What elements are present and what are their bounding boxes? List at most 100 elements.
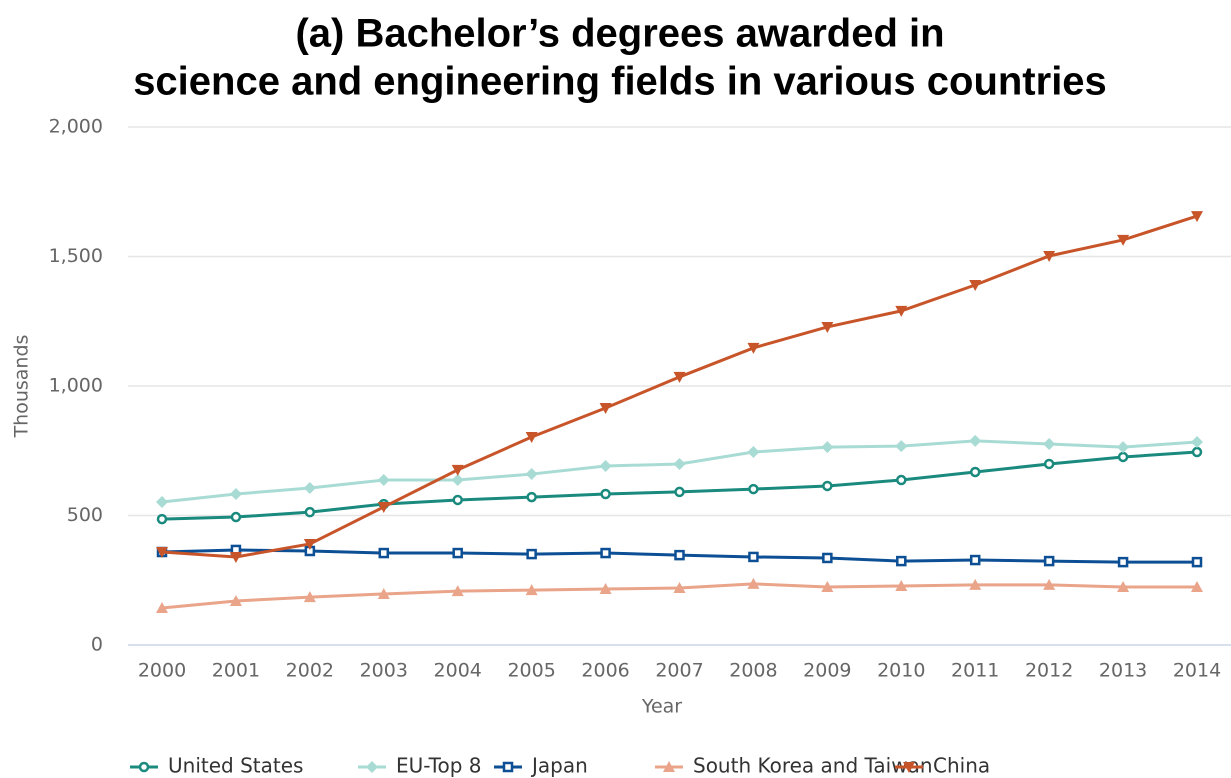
data-point [304, 506, 316, 518]
data-point [1191, 211, 1203, 223]
x-tick-label: 2013 [1099, 660, 1147, 682]
legend-marker [903, 762, 915, 773]
data-point [822, 480, 833, 492]
data-point [969, 279, 982, 291]
data-point [377, 474, 390, 487]
y-axis-label: Thousands [11, 335, 33, 439]
x-tick-label: 2009 [803, 660, 851, 682]
data-point [969, 434, 982, 447]
data-point [599, 403, 612, 415]
data-point [1117, 556, 1129, 568]
data-point [526, 548, 537, 560]
data-point [451, 464, 464, 476]
data-point [156, 496, 168, 509]
data-point [229, 488, 242, 501]
data-point [969, 578, 982, 590]
data-point [1043, 555, 1055, 567]
x-tick-label: 2011 [951, 660, 999, 682]
data-point [229, 551, 242, 563]
data-point [674, 549, 685, 561]
legend-marker [366, 761, 378, 773]
data-point [674, 486, 685, 498]
data-point [1191, 580, 1203, 592]
data-point [303, 591, 316, 603]
legend-label: China [933, 754, 990, 778]
x-tick-label: 2002 [286, 660, 334, 682]
data-point [1117, 580, 1130, 592]
x-tick-label: 2004 [434, 660, 482, 682]
x-tick-label: 2007 [655, 660, 703, 682]
legend-label: United States [168, 754, 303, 778]
data-point [1191, 556, 1203, 568]
data-point [673, 371, 686, 383]
data-point [229, 594, 242, 606]
data-point [1191, 435, 1203, 448]
data-point [673, 457, 686, 470]
data-point [156, 513, 168, 525]
data-point [748, 551, 759, 563]
data-point [452, 494, 463, 506]
data-point [377, 501, 390, 513]
legend-label: EU-Top 8 [396, 754, 482, 778]
x-tick-label: 2014 [1173, 660, 1221, 682]
y-tick-label: 1,500 [49, 245, 103, 267]
data-point [896, 555, 907, 567]
data-point [156, 601, 168, 613]
data-point [600, 488, 611, 500]
data-point [821, 441, 834, 454]
data-point [747, 577, 760, 589]
y-tick-label: 0 [91, 634, 103, 656]
chart-title: science and engineering fields in variou… [133, 60, 1107, 104]
data-point [895, 305, 908, 317]
legend-marker [502, 761, 514, 773]
data-point [969, 466, 981, 478]
data-point [303, 538, 316, 550]
y-tick-label: 1,000 [49, 375, 103, 397]
y-tick-label: 2,000 [49, 116, 103, 138]
data-point [1043, 438, 1056, 451]
data-point [1191, 446, 1203, 458]
data-point [599, 583, 612, 595]
data-point [377, 587, 390, 599]
data-point [452, 547, 463, 559]
x-tick-label: 2006 [581, 660, 629, 682]
data-point [303, 482, 316, 495]
data-point [673, 582, 686, 594]
data-point [1043, 458, 1055, 470]
legend-marker [138, 761, 150, 773]
x-tick-label: 2010 [877, 660, 925, 682]
data-point [1043, 250, 1056, 262]
data-point [1117, 451, 1129, 463]
data-point [599, 460, 612, 473]
data-point [821, 321, 834, 333]
y-tick-label: 500 [67, 504, 103, 526]
legend-marker [663, 761, 675, 772]
data-point [525, 468, 538, 481]
data-point [526, 491, 537, 503]
data-point [525, 584, 538, 596]
data-point [896, 474, 907, 486]
data-point [600, 547, 611, 559]
x-tick-label: 2012 [1025, 660, 1073, 682]
x-tick-label: 2000 [138, 660, 186, 682]
data-point [451, 474, 464, 487]
data-point [895, 440, 908, 453]
data-point [230, 511, 242, 523]
data-point [747, 446, 760, 459]
data-point [969, 554, 981, 566]
data-point [895, 579, 908, 591]
x-tick-label: 2001 [212, 660, 260, 682]
data-point [1117, 234, 1130, 246]
data-point [378, 547, 390, 559]
chart-title: (a) Bachelor’s degrees awarded in [295, 12, 944, 56]
legend-label: South Korea and Taiwan [693, 754, 933, 778]
data-point [821, 580, 834, 592]
legend-label: Japan [530, 754, 588, 778]
data-point [747, 342, 760, 354]
data-point [525, 432, 538, 444]
x-tick-label: 2003 [360, 660, 408, 682]
data-point [822, 552, 833, 564]
x-axis-label: Year [641, 696, 682, 718]
data-point [1117, 441, 1130, 454]
